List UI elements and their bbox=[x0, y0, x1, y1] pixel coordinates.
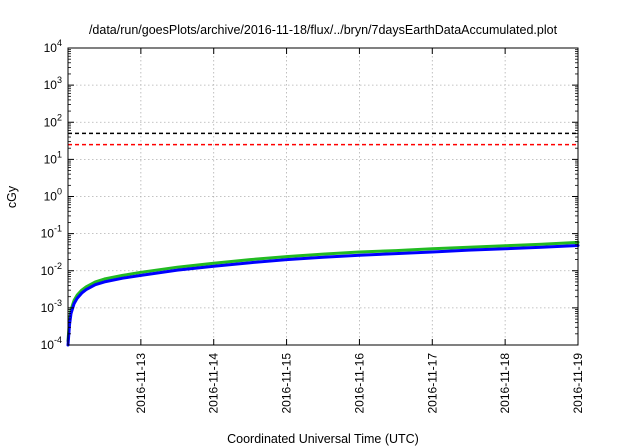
y-tick-exponent: -4 bbox=[54, 335, 62, 345]
series-group bbox=[66, 240, 580, 347]
y-tick-label: 102 bbox=[44, 112, 62, 129]
series-line bbox=[66, 240, 580, 343]
y-tick-exponent: -2 bbox=[54, 261, 62, 271]
y-tick-label: 10-2 bbox=[41, 261, 62, 278]
y-tick-label: 10-1 bbox=[41, 224, 62, 241]
y-tick-label: 101 bbox=[44, 149, 62, 166]
y-tick-base: 10 bbox=[44, 115, 58, 129]
y-tick-base: 10 bbox=[44, 190, 58, 204]
y-tick-base: 10 bbox=[44, 41, 58, 55]
y-tick-exponent: -1 bbox=[54, 224, 62, 234]
y-tick-base: 10 bbox=[44, 78, 58, 92]
y-tick-exponent: -3 bbox=[54, 298, 62, 308]
y-tick-base: 10 bbox=[41, 227, 55, 241]
x-tick-label: 2016-11-19 bbox=[571, 353, 585, 414]
y-tick-exponent: 2 bbox=[57, 112, 62, 122]
x-tick-label: 2016-11-14 bbox=[207, 353, 221, 414]
y-tick-base: 10 bbox=[41, 301, 55, 315]
chart-title: /data/run/goesPlots/archive/2016-11-18/f… bbox=[89, 23, 558, 37]
y-tick-base: 10 bbox=[41, 338, 55, 352]
y-tick-label: 104 bbox=[44, 38, 62, 55]
y-tick-exponent: 1 bbox=[57, 149, 62, 159]
x-tick-label: 2016-11-15 bbox=[280, 353, 294, 414]
x-tick-label: 2016-11-16 bbox=[352, 353, 366, 414]
series-line bbox=[66, 244, 580, 347]
x-axis: 2016-11-13 2016-11-14 2016-11-15 2016-11-16… bbox=[134, 48, 585, 414]
y-tick-label: 10-3 bbox=[41, 298, 62, 315]
y-tick-base: 10 bbox=[41, 264, 55, 278]
x-axis-title: Coordinated Universal Time (UTC) bbox=[227, 432, 419, 446]
y-tick-exponent: 0 bbox=[57, 187, 62, 197]
y-axis-title: cGy bbox=[5, 185, 19, 208]
y-tick-exponent: 3 bbox=[57, 75, 62, 85]
y-tick-label: 100 bbox=[44, 187, 62, 204]
y-tick-label: 103 bbox=[44, 75, 62, 92]
x-tick-label: 2016-11-18 bbox=[498, 353, 512, 414]
y-tick-base: 10 bbox=[44, 152, 58, 166]
x-tick-label: 2016-11-13 bbox=[134, 353, 148, 414]
x-tick-label: 2016-11-17 bbox=[425, 353, 439, 414]
grid bbox=[68, 48, 578, 345]
y-tick-label: 10-4 bbox=[41, 335, 62, 352]
y-tick-exponent: 4 bbox=[57, 38, 62, 48]
threshold-lines bbox=[68, 132, 578, 146]
